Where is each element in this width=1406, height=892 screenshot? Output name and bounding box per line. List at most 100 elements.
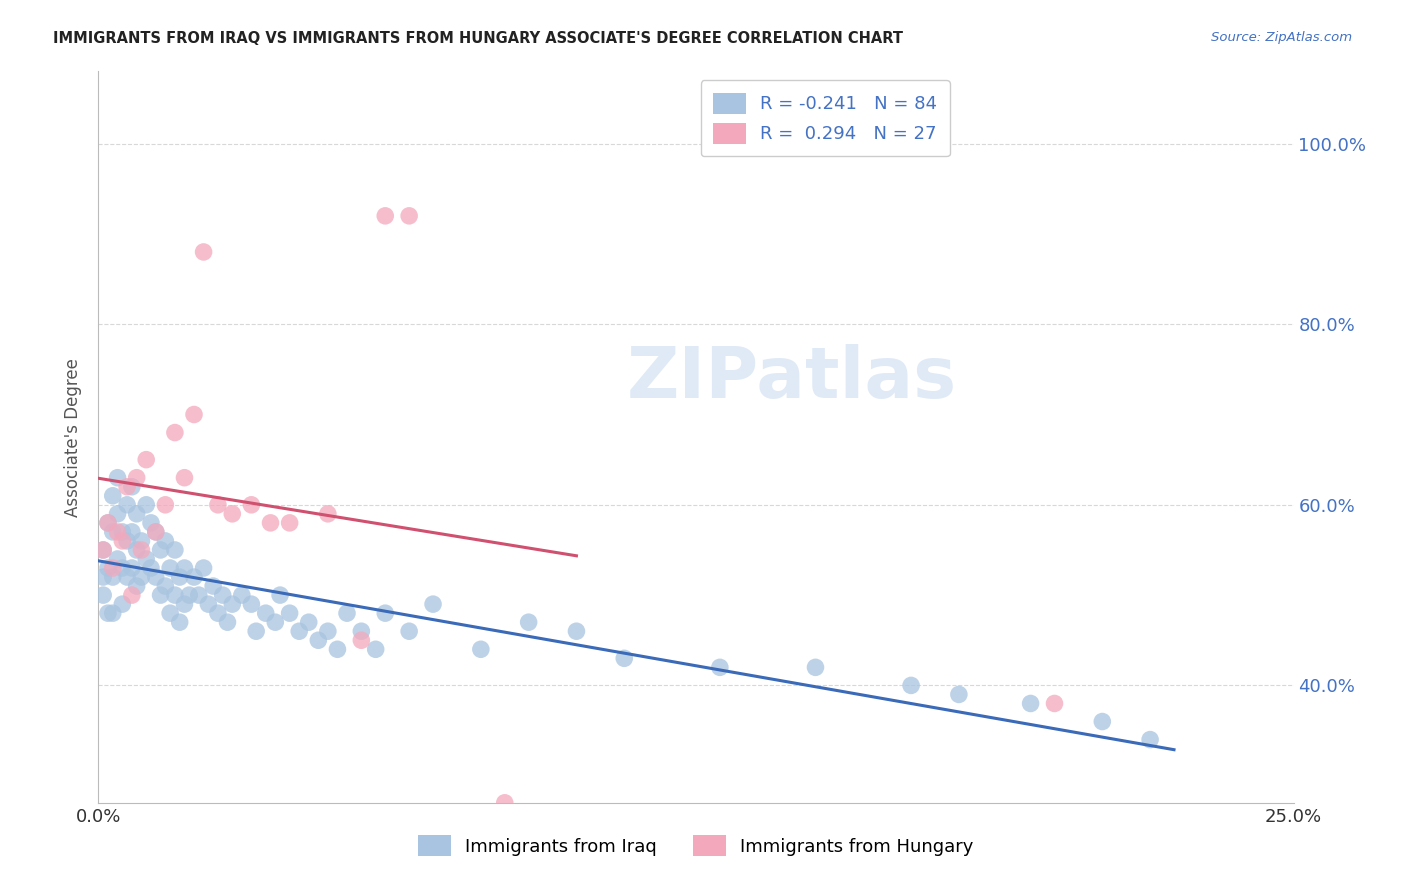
Point (217, 615, 239, 630)
Point (288, 624, 311, 639)
Point (207, 606, 229, 620)
Point (245, 624, 267, 639)
Point (135, 552, 157, 566)
Point (125, 543, 148, 558)
Point (565, 624, 588, 639)
Text: ZIPatlas: ZIPatlas (627, 344, 956, 413)
Point (254, 606, 277, 620)
Point (197, 597, 219, 611)
Point (101, 606, 124, 620)
Point (240, 498, 263, 512)
Point (350, 624, 373, 639)
Point (111, 597, 134, 611)
Point (115, 570, 138, 584)
Point (101, 489, 124, 503)
Point (155, 498, 177, 512)
Point (221, 507, 243, 521)
Point (163, 425, 186, 440)
Legend: Immigrants from Iraq, Immigrants from Hungary: Immigrants from Iraq, Immigrants from Hu… (411, 828, 981, 863)
Point (111, 524, 134, 539)
Point (307, 633, 329, 648)
Point (139, 516, 162, 530)
Point (149, 543, 172, 558)
Point (131, 533, 153, 548)
Point (121, 588, 143, 602)
Point (169, 615, 191, 630)
Point (193, 244, 215, 259)
Point (97, 561, 120, 575)
Point (316, 507, 339, 521)
Point (179, 588, 201, 602)
Point (422, 597, 444, 611)
Point (278, 516, 301, 530)
Point (101, 524, 124, 539)
Point (159, 561, 181, 575)
Point (207, 498, 229, 512)
Point (298, 615, 321, 630)
Point (169, 570, 191, 584)
Point (187, 588, 209, 602)
Point (115, 498, 138, 512)
Point (121, 480, 143, 494)
Point (316, 624, 339, 639)
Point (91, 588, 114, 602)
Point (183, 570, 205, 584)
Point (221, 597, 243, 611)
Point (125, 507, 148, 521)
Point (948, 688, 970, 702)
Point (131, 543, 153, 558)
Point (494, 796, 516, 810)
Point (1139, 732, 1161, 747)
Point (613, 651, 636, 665)
Point (155, 533, 177, 548)
Point (709, 660, 731, 674)
Point (163, 543, 186, 558)
Point (131, 570, 153, 584)
Point (111, 561, 134, 575)
Point (804, 660, 827, 674)
Point (91, 543, 114, 558)
Point (211, 588, 233, 602)
Point (173, 561, 195, 575)
Point (1043, 697, 1066, 711)
Point (115, 533, 138, 548)
Point (101, 561, 124, 575)
Point (264, 615, 287, 630)
Point (91, 543, 114, 558)
Point (900, 678, 922, 692)
Point (125, 471, 148, 485)
Point (193, 561, 215, 575)
Point (278, 606, 301, 620)
Point (336, 606, 359, 620)
Point (91, 570, 114, 584)
Point (326, 642, 349, 657)
Point (364, 642, 387, 657)
Point (517, 615, 540, 630)
Point (107, 524, 129, 539)
Point (97, 516, 120, 530)
Point (398, 624, 420, 639)
Point (97, 606, 120, 620)
Point (1091, 714, 1114, 729)
Point (269, 588, 291, 602)
Point (101, 570, 124, 584)
Point (121, 561, 143, 575)
Point (202, 579, 225, 593)
Point (125, 579, 148, 593)
Point (139, 561, 162, 575)
Point (350, 633, 373, 648)
Text: Source: ZipAtlas.com: Source: ZipAtlas.com (1212, 31, 1353, 45)
Point (107, 552, 129, 566)
Point (149, 588, 172, 602)
Point (163, 588, 186, 602)
Point (145, 524, 167, 539)
Point (145, 570, 167, 584)
Point (107, 507, 129, 521)
Point (240, 597, 263, 611)
Point (135, 452, 157, 467)
Point (374, 606, 396, 620)
Y-axis label: Associate's Degree: Associate's Degree (65, 358, 83, 516)
Point (115, 480, 138, 494)
Point (155, 579, 177, 593)
Point (173, 471, 195, 485)
